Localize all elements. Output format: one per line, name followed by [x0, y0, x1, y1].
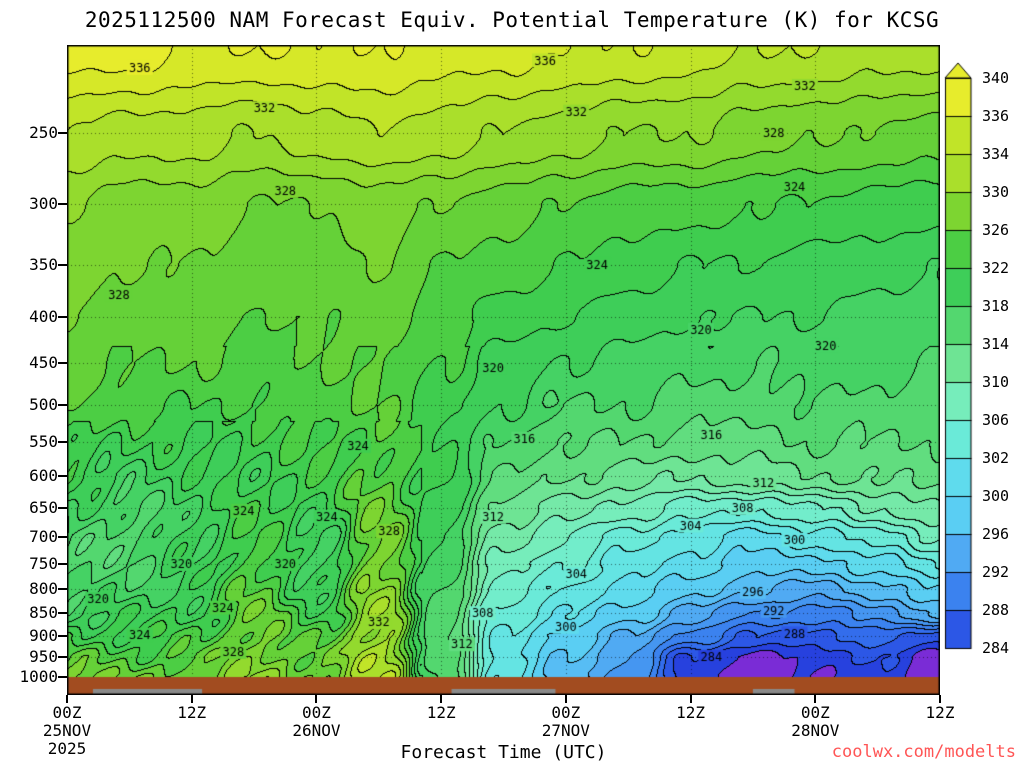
time-tick-mark	[315, 695, 318, 703]
time-tick-line3: 2025	[47, 739, 87, 758]
colorbar-tick-label: 334	[982, 145, 1010, 163]
pressure-tick-mark	[58, 634, 67, 637]
colorbar-tick-label: 284	[982, 639, 1010, 657]
time-tick-line2: 25NOV	[42, 721, 92, 740]
colorbar-tick-label: 292	[982, 563, 1010, 581]
colorbar-tick-label: 302	[982, 449, 1010, 467]
time-tick-line1: 00Z	[301, 703, 331, 722]
time-tick-label: 00Z 28NOV	[770, 704, 860, 740]
colorbar-tick-label: 322	[982, 259, 1010, 277]
pressure-tick-label: 850	[29, 603, 58, 623]
pressure-tick-label: 600	[29, 466, 58, 486]
pressure-tick-mark	[58, 403, 67, 406]
time-tick-line1: 12Z	[925, 703, 955, 722]
colorbar-tick-label: 288	[982, 601, 1010, 619]
time-tick-label: 00Z 25NOV 2025	[22, 704, 112, 758]
time-tick-line1: 12Z	[426, 703, 456, 722]
pressure-tick-mark	[58, 563, 67, 566]
chart-title: 2025112500 NAM Forecast Equiv. Potential…	[84, 8, 940, 32]
pressure-tick-mark	[58, 588, 67, 591]
pressure-tick-mark	[58, 316, 67, 319]
pressure-tick-mark	[58, 506, 67, 509]
colorbar-tick-label: 318	[982, 297, 1010, 315]
pressure-tick-mark	[58, 263, 67, 266]
time-tick-line1: 00Z	[551, 703, 581, 722]
time-tick-label: 00Z 26NOV	[271, 704, 361, 740]
pressure-tick-mark	[58, 131, 67, 134]
pressure-tick-label: 500	[29, 394, 58, 414]
pressure-tick-mark	[58, 203, 67, 206]
colorbar-tick-label: 296	[982, 525, 1010, 543]
colorbar-tick-label: 330	[982, 183, 1010, 201]
pressure-tick-label: 400	[29, 307, 58, 327]
colorbar-tick-label: 310	[982, 373, 1010, 391]
cross-section-plot	[67, 45, 940, 695]
time-tick-line1: 12Z	[177, 703, 207, 722]
time-tick-line2: 28NOV	[791, 721, 840, 740]
time-tick-mark	[66, 695, 68, 703]
pressure-tick-mark	[58, 475, 67, 478]
pressure-tick-mark	[58, 676, 67, 678]
pressure-tick-mark	[58, 655, 67, 658]
pressure-tick-label: 650	[29, 497, 58, 517]
pressure-tick-label: 750	[29, 554, 58, 574]
time-tick-mark	[814, 695, 817, 703]
watermark-text: coolwx.com/modelts	[831, 742, 1016, 762]
colorbar-tick-label: 340	[982, 69, 1010, 87]
colorbar-tick-label: 300	[982, 487, 1010, 505]
time-tick-label: 12Z	[646, 704, 736, 722]
pressure-tick-mark	[58, 362, 67, 365]
pressure-tick-label: 550	[29, 432, 58, 452]
pressure-tick-label: 700	[29, 526, 58, 546]
pressure-tick-mark	[58, 535, 67, 538]
pressure-tick-label: 300	[29, 194, 58, 214]
time-tick-line2: 27NOV	[541, 721, 590, 740]
pressure-tick-mark	[58, 441, 67, 444]
pressure-tick-mark	[58, 612, 67, 615]
pressure-tick-label: 350	[29, 254, 58, 274]
colorbar-tick-label: 336	[982, 107, 1010, 125]
time-tick-line1: 12Z	[676, 703, 706, 722]
colorbar-tick-label: 314	[982, 335, 1010, 353]
time-tick-mark	[939, 695, 941, 703]
time-tick-label: 12Z	[895, 704, 985, 722]
time-tick-mark	[564, 695, 567, 703]
colorbar-scale	[944, 62, 974, 654]
pressure-tick-label: 250	[29, 122, 58, 142]
time-tick-line2: 26NOV	[292, 721, 341, 740]
pressure-tick-label: 450	[29, 353, 58, 373]
pressure-tick-label: 1000	[19, 667, 58, 686]
time-tick-line1: 00Z	[800, 703, 830, 722]
colorbar-tick-label: 326	[982, 221, 1010, 239]
time-tick-mark	[689, 695, 692, 703]
x-axis-title: Forecast Time (UTC)	[400, 742, 607, 763]
time-tick-mark	[440, 695, 443, 703]
colorbar-tick-label: 306	[982, 411, 1010, 429]
pressure-tick-label: 800	[29, 579, 58, 599]
time-tick-line1: 00Z	[52, 703, 82, 722]
time-tick-mark	[190, 695, 193, 703]
pressure-tick-label: 900	[29, 625, 58, 645]
time-tick-label: 00Z 27NOV	[521, 704, 611, 740]
pressure-tick-label: 950	[29, 646, 58, 666]
time-tick-label: 12Z	[147, 704, 237, 722]
time-tick-label: 12Z	[396, 704, 486, 722]
